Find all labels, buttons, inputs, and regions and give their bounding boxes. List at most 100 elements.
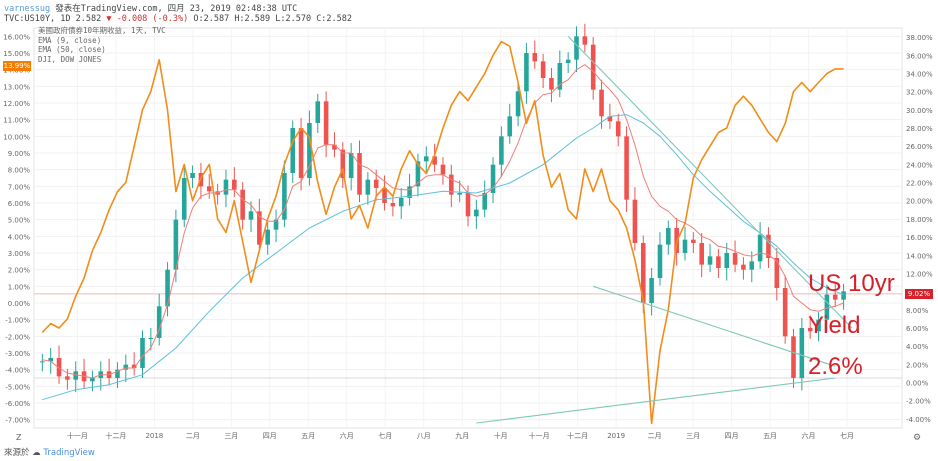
settings-icon[interactable]: ⚙ — [913, 433, 922, 443]
candle-body — [407, 186, 412, 198]
candle-body — [48, 358, 53, 362]
candle-body — [390, 203, 396, 207]
left-tick-label: 3.00% — [8, 250, 31, 258]
quote-change: ▼ -0.008 (-0.3%) — [106, 14, 189, 24]
candle-body — [73, 371, 79, 380]
left-tick-label: -1.00% — [5, 317, 30, 325]
us10y-value-badge: 9.02% — [905, 289, 933, 299]
candle-body — [115, 369, 120, 378]
candle-body — [640, 243, 646, 303]
candle-body — [332, 144, 337, 150]
dji-line — [41, 40, 844, 425]
candle — [298, 118, 304, 191]
candle-body — [582, 36, 588, 45]
footer-brand[interactable]: TradingView — [43, 448, 95, 458]
left-tick-label: 5.00% — [8, 217, 31, 225]
right-tick-label: -2.00% — [906, 398, 931, 406]
left-tick-label: 11.00% — [3, 117, 30, 125]
legend-symbol[interactable]: 美國政府債券10年期收益, 1天, TVC — [38, 26, 166, 35]
candle — [156, 293, 162, 346]
candle — [732, 240, 738, 273]
lower-trend-line[interactable] — [593, 285, 836, 367]
legend-ema50[interactable]: EMA (50, close) — [38, 45, 106, 54]
x-tick-label: 十二月 — [105, 431, 126, 440]
candle-body — [507, 116, 513, 137]
left-axis: 16.00%15.00%14.00%13.00%12.00%11.00%10.0… — [3, 33, 30, 424]
candle — [56, 345, 62, 384]
candle-body — [565, 59, 571, 63]
candle-body — [173, 219, 179, 270]
candle-body — [457, 193, 462, 195]
left-tick-label: 10.00% — [3, 133, 30, 141]
candle-body — [549, 78, 554, 90]
x-tick-label: 四月 — [263, 432, 277, 440]
candle — [574, 26, 579, 73]
candle-body — [599, 89, 604, 117]
tradingview-logo-icon: ☁ — [32, 448, 41, 458]
x-tick-label: 八月 — [417, 432, 431, 440]
support-trend-line[interactable] — [476, 377, 836, 424]
candle-body — [190, 173, 195, 178]
quote-prefix: TVC:US10Y, 1D 2.582 — [4, 14, 102, 24]
candle — [215, 183, 220, 205]
candle — [415, 153, 421, 197]
candle-body — [282, 173, 287, 220]
candle — [390, 195, 396, 217]
candle-body — [257, 211, 262, 245]
right-tick-label: 34.00% — [906, 70, 933, 78]
candle — [423, 146, 429, 174]
quote-ohlc: O:2.587 H:2.589 L:2.570 C:2.582 — [193, 14, 353, 24]
candle-body — [816, 319, 821, 332]
candle — [140, 330, 145, 378]
candle-body — [791, 336, 796, 378]
right-tick-label: 38.00% — [906, 34, 933, 42]
candle-body — [691, 239, 696, 243]
candle — [699, 233, 704, 278]
candle — [807, 315, 813, 339]
left-tick-label: 4.00% — [8, 233, 31, 241]
candle — [282, 160, 287, 228]
candle — [432, 143, 437, 173]
right-tick-label: 36.00% — [906, 52, 933, 60]
right-tick-label: 30.00% — [906, 107, 933, 115]
left-tick-label: 13.00% — [3, 83, 30, 91]
candle-body — [432, 156, 437, 165]
author-link[interactable]: varnessug — [4, 4, 51, 14]
x-tick-label: 二月 — [648, 432, 662, 440]
left-tick-label: 16.00% — [3, 33, 30, 41]
candle — [615, 113, 621, 147]
candle — [691, 232, 696, 253]
right-tick-label: 18.00% — [906, 216, 933, 224]
candle — [257, 198, 262, 253]
x-tick-label: 三月 — [224, 432, 238, 440]
candle-body — [307, 123, 312, 178]
candle — [549, 68, 554, 103]
candle — [540, 53, 546, 88]
chart-legend: 美國政府債券10年期收益, 1天, TVC EMA (9, close) EMA… — [38, 26, 166, 64]
right-axis: 38.00% 36.00% 34.00% 32.00% 30.00% 28.00% 26.0… — [906, 34, 933, 424]
candle — [315, 93, 321, 133]
candle-body — [799, 328, 805, 378]
upper-trend-line[interactable] — [567, 35, 853, 329]
candle-body — [574, 36, 579, 60]
candle-body — [273, 219, 279, 230]
zoom-button[interactable]: Z — [16, 433, 22, 442]
candle-body — [423, 156, 429, 162]
right-tick-label: 26.00% — [906, 143, 933, 151]
candle-body — [206, 186, 212, 192]
candle — [115, 362, 120, 388]
candle-body — [540, 61, 546, 78]
candle-body — [732, 253, 738, 265]
candle — [40, 353, 45, 372]
candle-body — [449, 174, 454, 195]
reference-lines — [34, 293, 902, 379]
candle-body — [415, 161, 421, 187]
candle — [165, 262, 170, 317]
x-axis: 十一月 十二月 2018 二月 三月 四月 五月 六月 七月 八月 九月 十月 十一月 十二月 2019 二月… — [67, 431, 854, 440]
legend-dji[interactable]: DJI, DOW JONES — [38, 54, 102, 64]
candle-body — [382, 188, 387, 203]
candle — [532, 40, 538, 69]
candle — [240, 182, 245, 230]
line-series — [41, 40, 844, 425]
legend-ema9[interactable]: EMA (9, close) — [38, 35, 102, 45]
